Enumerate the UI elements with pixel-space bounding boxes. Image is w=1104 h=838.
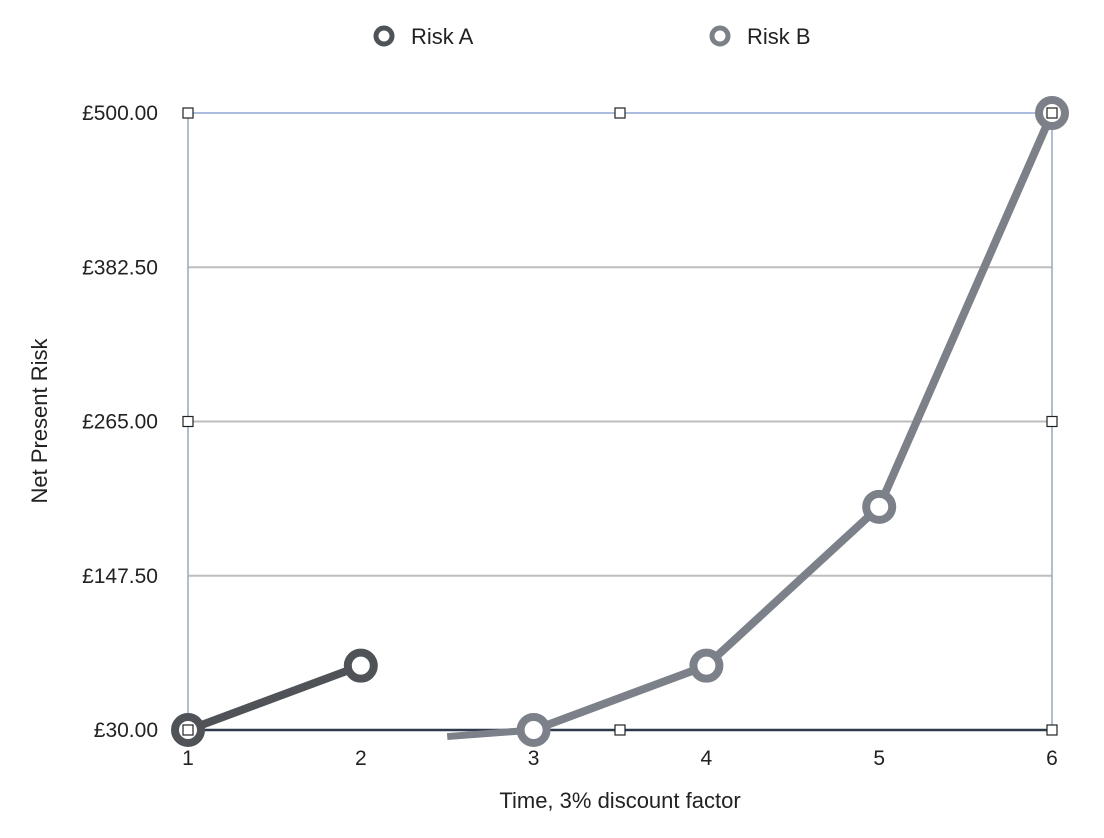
grid-lines <box>188 266 1052 577</box>
y-tick-label: £382.50 <box>82 256 158 279</box>
series-line-1 <box>184 661 365 734</box>
resize-handle[interactable] <box>614 107 626 119</box>
resize-handle[interactable] <box>182 415 194 428</box>
resize-handle[interactable] <box>1046 415 1058 428</box>
resize-handle[interactable] <box>1046 107 1058 119</box>
resize-handle[interactable] <box>1046 724 1058 736</box>
y-tick-label: £147.50 <box>82 565 158 588</box>
series-point <box>689 648 724 683</box>
resize-handle[interactable] <box>182 724 194 736</box>
x-axis-title: Time, 3% discount factor <box>499 788 740 813</box>
legend-label: Risk A <box>411 24 474 49</box>
x-tick-label: 5 <box>873 747 885 770</box>
resize-handle[interactable] <box>614 724 626 736</box>
series-point <box>343 648 378 683</box>
series-lines <box>171 96 1069 747</box>
x-tick-label: 4 <box>701 747 713 770</box>
legend-label: Risk B <box>747 24 811 49</box>
legend-marker <box>373 25 395 47</box>
legend-marker <box>709 25 731 47</box>
selection-handles <box>182 107 1058 736</box>
x-tick-label: 3 <box>528 747 540 770</box>
y-tick-label: £30.00 <box>94 719 158 742</box>
x-tick-labels: 1 2 3 4 5 6 <box>182 747 1058 770</box>
y-axis-title: Net Present Risk <box>27 337 52 503</box>
y-tick-labels: £30.00 £147.50 £265.00 £382.50 £500.00 <box>82 102 158 742</box>
x-tick-label: 2 <box>355 747 367 770</box>
series-point <box>516 713 551 747</box>
series-line-2 <box>529 109 1056 734</box>
legend: Risk A Risk B <box>373 24 811 49</box>
y-tick-label: £500.00 <box>82 102 158 125</box>
resize-handle[interactable] <box>182 107 194 119</box>
series-point <box>862 489 897 524</box>
x-tick-label: 6 <box>1046 747 1058 770</box>
y-tick-label: £265.00 <box>82 411 158 434</box>
x-tick-label: 1 <box>182 747 194 770</box>
